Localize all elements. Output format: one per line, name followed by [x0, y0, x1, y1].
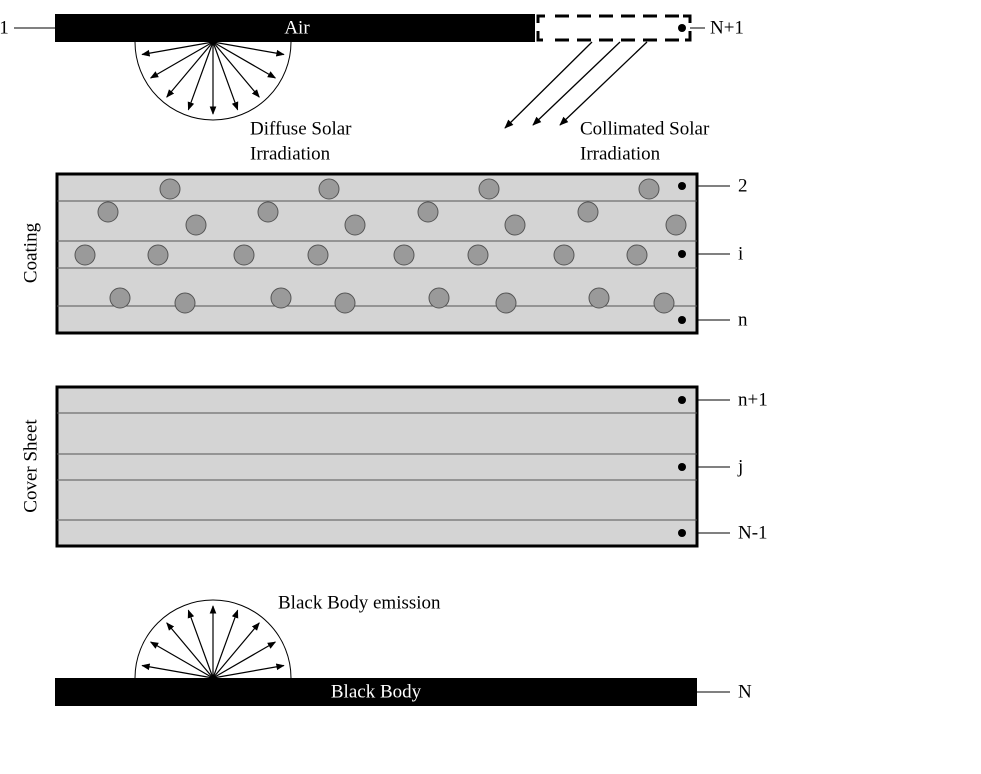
arrow — [212, 641, 277, 679]
particle — [653, 292, 675, 314]
particle — [97, 201, 119, 223]
particle — [233, 244, 255, 266]
node-label: 1 — [0, 17, 9, 38]
arrow — [166, 41, 214, 98]
particle — [417, 201, 439, 223]
sublayer-lines — [57, 200, 697, 307]
hemisphere — [134, 41, 292, 121]
arrow — [212, 41, 277, 79]
layer-title: Coating — [20, 222, 41, 283]
node-dot — [678, 396, 686, 404]
particle — [504, 214, 526, 236]
arrow — [212, 663, 285, 679]
node-dot — [678, 24, 686, 32]
particle — [577, 201, 599, 223]
hemisphere — [134, 599, 292, 679]
particle — [147, 244, 169, 266]
particle — [344, 214, 366, 236]
black-body-label: Black Body — [331, 681, 422, 702]
particle — [467, 244, 489, 266]
arrow — [141, 663, 214, 679]
node-dot — [678, 250, 686, 258]
node-label: 2 — [738, 175, 748, 196]
sublayer-lines — [57, 412, 697, 521]
arrow — [149, 641, 214, 679]
diffuse-label: Irradiation — [250, 143, 331, 164]
collimated-arrows — [504, 41, 648, 129]
particle — [553, 244, 575, 266]
cover-layer — [55, 385, 699, 548]
layer-title: Cover Sheet — [20, 419, 41, 513]
node-label: N — [738, 681, 752, 702]
particle — [270, 287, 292, 309]
node-label: n+1 — [738, 389, 768, 410]
collimated-label: Collimated Solar — [580, 118, 710, 139]
particle — [159, 178, 181, 200]
arrow — [212, 609, 239, 679]
node-label: n — [738, 309, 748, 330]
particles — [74, 178, 687, 314]
node-dot — [678, 316, 686, 324]
arrow — [166, 622, 214, 679]
air-label: Air — [284, 17, 310, 38]
dashed-box — [536, 14, 692, 42]
particle — [428, 287, 450, 309]
particle — [174, 292, 196, 314]
particle — [257, 201, 279, 223]
node-label: N-1 — [738, 522, 768, 543]
node-label: N+1 — [710, 17, 744, 38]
arrow — [187, 41, 214, 111]
particle — [109, 287, 131, 309]
black-body-bar — [55, 678, 697, 706]
emission-label: Black Body emission — [278, 592, 441, 613]
collimated-label: Irradiation — [580, 143, 661, 164]
node-dot — [678, 463, 686, 471]
particle — [626, 244, 648, 266]
node-dot — [678, 529, 686, 537]
particle — [393, 244, 415, 266]
diffuse-arrows — [141, 41, 285, 115]
arrow — [187, 609, 214, 679]
arrow — [141, 41, 214, 57]
arrow — [212, 41, 260, 98]
diffuse-label: Diffuse Solar — [250, 118, 352, 139]
particle — [638, 178, 660, 200]
arrow — [212, 41, 285, 57]
arrow — [212, 41, 239, 111]
particle — [478, 178, 500, 200]
nodes: 2 i n n+1 j N-1 — [678, 175, 768, 543]
arrow — [149, 41, 214, 79]
particle — [318, 178, 340, 200]
particle — [185, 214, 207, 236]
emission-arrows — [141, 605, 285, 679]
particle — [665, 214, 687, 236]
node-label: j — [737, 456, 743, 477]
particle — [307, 244, 329, 266]
node-label: i — [738, 243, 743, 264]
particle — [334, 292, 356, 314]
particle — [588, 287, 610, 309]
arrow — [212, 622, 260, 679]
node-dot — [678, 182, 686, 190]
particle — [74, 244, 96, 266]
particle — [495, 292, 517, 314]
air-bar — [55, 14, 535, 42]
